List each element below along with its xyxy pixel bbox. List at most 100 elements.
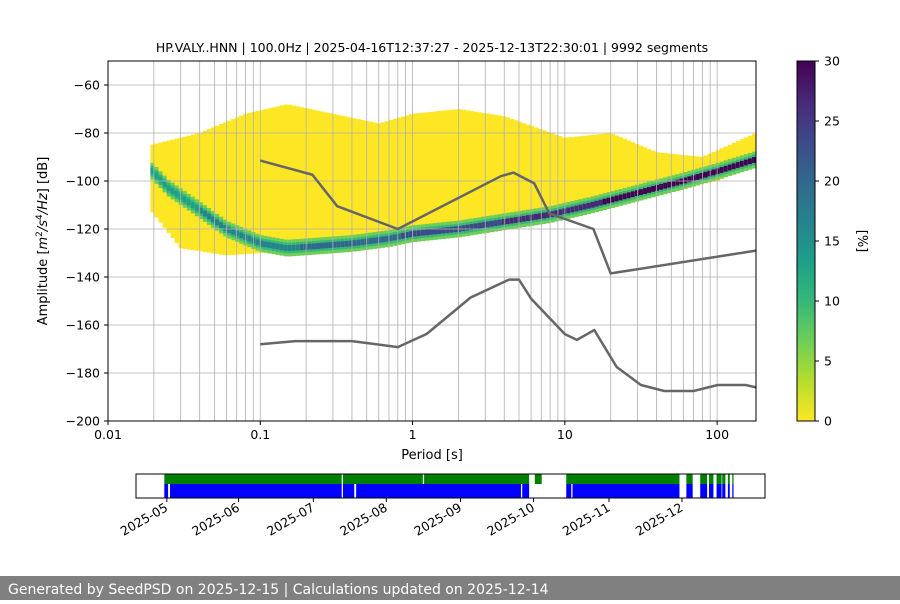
density-cell — [663, 153, 668, 192]
density-mode-cell — [170, 188, 176, 194]
density-cell — [279, 105, 285, 251]
density-mode-cell — [194, 204, 200, 211]
y-tick-label: −120 — [66, 222, 100, 237]
density-cell — [751, 133, 757, 166]
date-tick-label: 2025-06 — [189, 500, 242, 539]
density-cell — [509, 118, 515, 223]
density-mode-cell — [404, 232, 410, 238]
density-cell — [445, 110, 450, 231]
date-tick-label: 2025-11 — [560, 500, 613, 539]
density-cell — [485, 113, 490, 226]
density-cell — [255, 111, 260, 254]
density-cell — [380, 122, 385, 241]
density-mode-cell — [392, 234, 398, 241]
density-mode-cell — [533, 213, 539, 220]
density-cell — [505, 117, 511, 224]
density-cell — [215, 125, 220, 254]
density-mode-cell — [638, 189, 644, 195]
density-mode-cell — [384, 236, 390, 242]
availability-blue-segment — [700, 484, 708, 498]
density-mode-cell — [473, 223, 478, 230]
density-cell — [320, 111, 325, 247]
density-mode-cell — [372, 237, 377, 244]
density-cell — [598, 134, 603, 205]
availability-blue-segment — [566, 484, 572, 498]
availability-blue-segment — [572, 484, 680, 498]
availability-green-segment — [716, 474, 722, 484]
density-cell — [271, 107, 276, 252]
density-cell — [307, 108, 313, 248]
density-mode-cell — [727, 164, 733, 171]
density-mode-cell — [606, 197, 612, 204]
density-cell — [332, 114, 337, 246]
density-mode-cell — [219, 222, 224, 229]
colorbar-ticks: 0 5 10 15 20 25 30 — [815, 54, 840, 429]
density-mode-cell — [469, 224, 474, 230]
density-mode-cell — [651, 186, 656, 192]
density-mode-cell — [489, 220, 494, 227]
density-cell — [368, 121, 373, 243]
density-mode-cell — [590, 201, 595, 208]
density-cell — [247, 112, 252, 254]
grid-lines — [107, 61, 756, 422]
density-mode-cell — [546, 212, 551, 218]
date-tick-label: 2025-09 — [411, 500, 464, 539]
density-mode-cell — [380, 236, 385, 243]
density-mode-cell — [299, 244, 305, 251]
density-cell — [651, 150, 656, 195]
density-mode-cell — [388, 235, 394, 242]
density-mode-cell — [231, 228, 236, 235]
density-mode-cell — [235, 230, 240, 237]
density-mode-cell — [554, 210, 559, 217]
density-cell — [517, 121, 523, 222]
nlnm-curve — [260, 278, 757, 393]
density-cell — [340, 115, 345, 246]
density-mode-cell — [315, 243, 321, 249]
density-cell — [211, 127, 216, 254]
density-cell — [388, 120, 394, 240]
density-mode-cell — [247, 235, 252, 242]
density-cell — [546, 131, 551, 216]
density-cell — [525, 124, 531, 220]
availability-green-segment — [732, 474, 734, 484]
density-mode-cell — [158, 176, 163, 183]
density-cell — [194, 133, 200, 251]
density-mode-cell — [582, 203, 587, 210]
density-cell — [449, 109, 454, 231]
density-mode-cell — [348, 240, 353, 247]
density-mode-cell — [307, 243, 313, 250]
density-cell — [429, 111, 434, 234]
availability-blue-segment — [709, 484, 714, 498]
psd-figure: HP.VALY..HNN | 100.0Hz | 2025-04-16T12:3… — [35, 40, 869, 539]
density-cell — [570, 137, 575, 211]
density-mode-cell — [667, 181, 672, 188]
density-mode-cell — [275, 243, 281, 250]
density-cell — [513, 120, 519, 223]
density-mode-cell — [227, 227, 232, 234]
density-mode-cell — [574, 205, 579, 212]
y-tick-label: −200 — [66, 414, 100, 429]
density-mode-cell — [198, 207, 204, 214]
density-mode-cell — [186, 199, 192, 206]
density-cell — [638, 145, 644, 197]
y-tick-label: −140 — [66, 270, 100, 285]
psd-density-heatmap — [150, 104, 757, 257]
date-tick-label: 2025-05 — [118, 500, 171, 539]
availability-green-segment — [342, 474, 423, 484]
x-tick-label: 10 — [557, 427, 573, 442]
colorbar-label: [%] — [854, 230, 869, 253]
density-cell — [259, 110, 264, 253]
density-cell — [630, 142, 636, 199]
density-mode-cell — [332, 241, 337, 248]
density-cell — [542, 130, 547, 217]
density-cell — [602, 133, 608, 204]
density-mode-cell — [340, 241, 345, 248]
colorbar-tick-label: 0 — [824, 414, 832, 429]
colorbar-tick-label: 20 — [824, 174, 840, 189]
density-mode-cell — [449, 226, 454, 233]
density-cell — [566, 137, 571, 212]
density-cell — [590, 134, 595, 207]
date-tick-label: 2025-07 — [264, 500, 317, 539]
density-cell — [469, 111, 474, 228]
density-mode-cell — [618, 194, 624, 201]
